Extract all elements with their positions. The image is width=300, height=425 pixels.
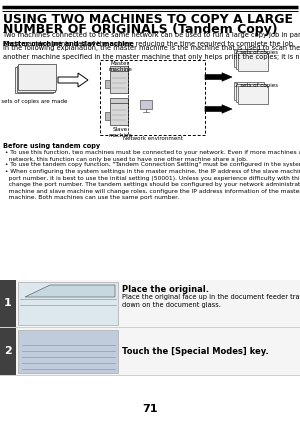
Text: 2 sets of copies: 2 sets of copies: [235, 50, 278, 55]
Text: • To use the tandem copy function, "Tandem Connection Setting" must be configure: • To use the tandem copy function, "Tand…: [3, 162, 300, 167]
Text: Network environment: Network environment: [123, 136, 182, 141]
Text: Master machine and slave machine: Master machine and slave machine: [3, 41, 134, 47]
Text: 71: 71: [142, 404, 158, 414]
Bar: [18, 282, 118, 325]
Text: Master
machine: Master machine: [108, 61, 132, 72]
FancyBboxPatch shape: [15, 67, 53, 93]
Text: Place the original.: Place the original.: [122, 285, 209, 294]
Bar: [110, 71, 128, 93]
Text: In the following explanation, the master machine is the machine that is used to : In the following explanation, the master…: [3, 45, 300, 60]
Bar: [105, 112, 110, 120]
Bar: [110, 98, 128, 103]
Text: NUMBER OF ORIGINALS (Tandem Copy): NUMBER OF ORIGINALS (Tandem Copy): [3, 23, 278, 36]
Text: Place the original face up in the document feeder tray, or face
down on the docu: Place the original face up in the docume…: [122, 294, 300, 308]
Bar: [110, 66, 128, 71]
Text: Before using tandem copy: Before using tandem copy: [3, 143, 100, 149]
Bar: [110, 103, 128, 125]
Text: 4 sets of copies are made: 4 sets of copies are made: [0, 99, 68, 104]
Bar: [0, 280, 300, 327]
FancyBboxPatch shape: [234, 49, 264, 67]
FancyBboxPatch shape: [18, 64, 56, 90]
FancyBboxPatch shape: [234, 82, 264, 100]
Bar: [140, 100, 152, 109]
Text: 1: 1: [4, 298, 12, 309]
Text: Slave
machine: Slave machine: [108, 127, 132, 138]
Bar: [18, 330, 118, 373]
Bar: [100, 60, 205, 135]
FancyBboxPatch shape: [238, 53, 268, 71]
Polygon shape: [205, 73, 232, 81]
Polygon shape: [205, 105, 232, 113]
Text: USING TWO MACHINES TO COPY A LARGE: USING TWO MACHINES TO COPY A LARGE: [3, 13, 293, 26]
Polygon shape: [58, 73, 88, 87]
Polygon shape: [25, 285, 115, 297]
Bar: [0, 280, 16, 327]
FancyBboxPatch shape: [236, 51, 266, 69]
Bar: [0, 328, 16, 375]
Text: • To use this function, two machines must be connected to your network. Even if : • To use this function, two machines mus…: [3, 150, 300, 162]
FancyBboxPatch shape: [236, 84, 266, 102]
Text: 2 sets of copies: 2 sets of copies: [235, 83, 278, 88]
Text: Two machines connected to the same network can be used to run a large copy job i: Two machines connected to the same netwo…: [3, 32, 300, 46]
Bar: [105, 80, 110, 88]
FancyBboxPatch shape: [16, 65, 55, 91]
FancyBboxPatch shape: [238, 86, 268, 104]
Text: • When configuring the system settings in the master machine, the IP address of : • When configuring the system settings i…: [3, 169, 300, 201]
Bar: [0, 328, 300, 375]
Text: 2: 2: [4, 346, 12, 357]
Text: Touch the [Special Modes] key.: Touch the [Special Modes] key.: [122, 347, 269, 356]
